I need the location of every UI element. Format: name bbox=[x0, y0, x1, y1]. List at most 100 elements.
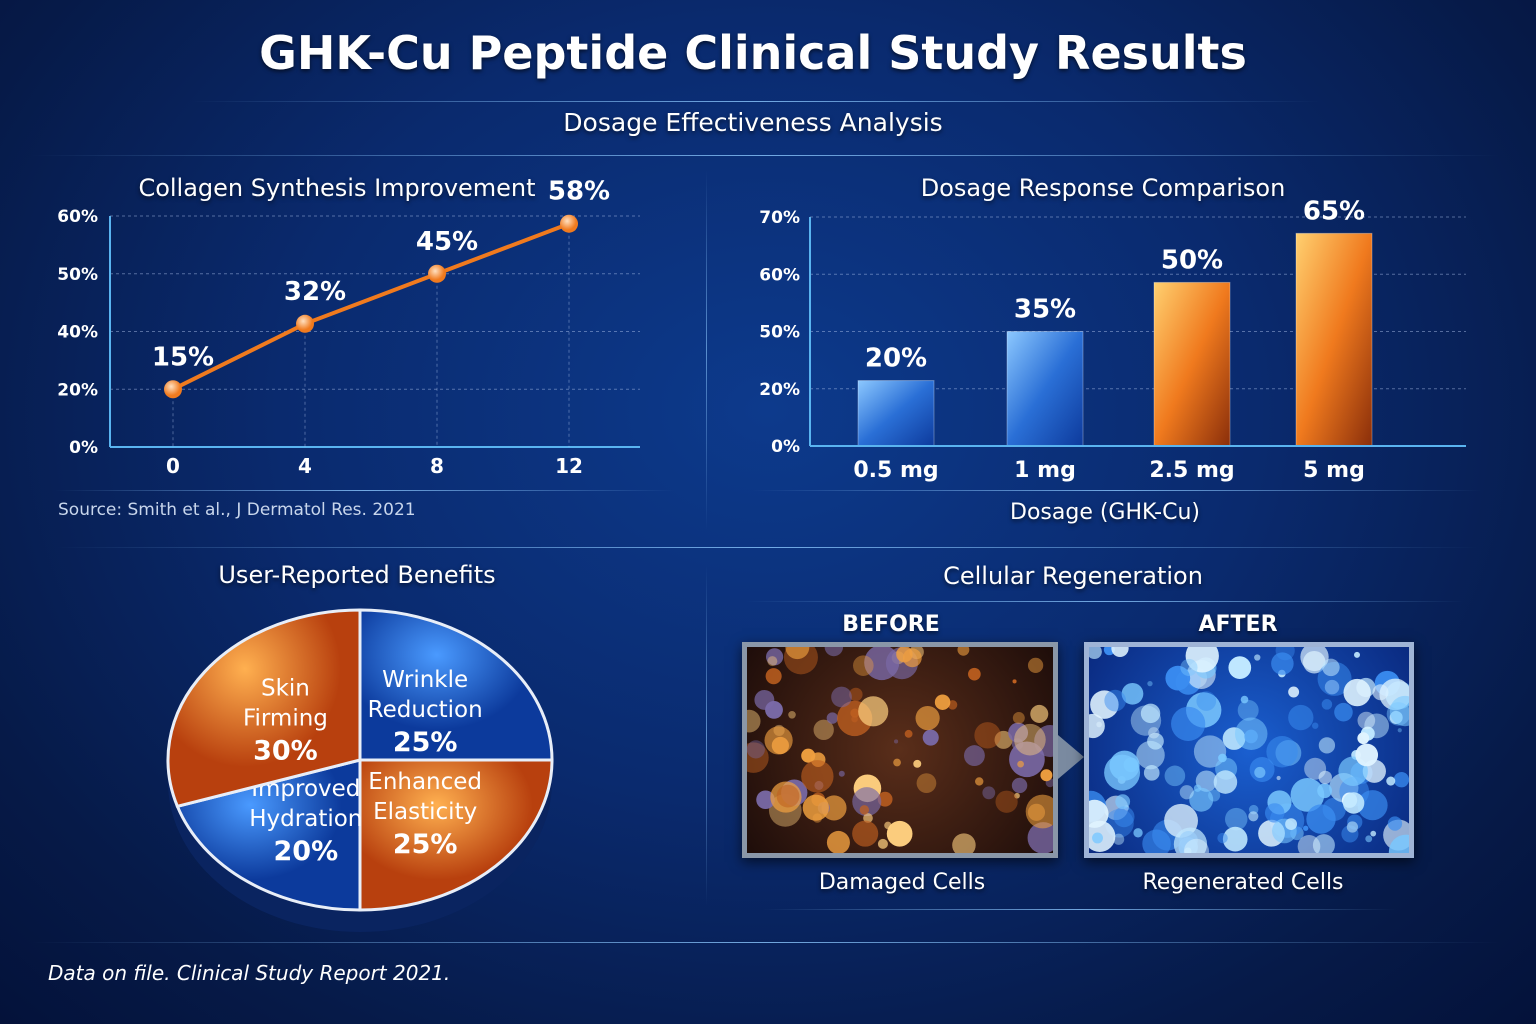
cell bbox=[1012, 711, 1025, 724]
cell bbox=[1303, 825, 1309, 831]
cell bbox=[995, 790, 1018, 813]
cell bbox=[785, 647, 810, 660]
cell bbox=[1290, 778, 1325, 812]
bar bbox=[1153, 281, 1231, 447]
pie-chart-title: User-Reported Benefits bbox=[218, 561, 496, 589]
cell bbox=[767, 656, 778, 667]
line-chart-title: Collagen Synthesis Improvement bbox=[138, 174, 536, 202]
cell bbox=[831, 686, 852, 708]
data-label: 58% bbox=[548, 177, 610, 207]
cell bbox=[1111, 647, 1129, 657]
page-subtitle: Dosage Effectiveness Analysis bbox=[563, 108, 943, 137]
cell bbox=[1354, 651, 1361, 658]
cell bbox=[747, 742, 769, 773]
x-tick-label: 1 mg bbox=[1014, 458, 1076, 483]
pie-chart: Wrinkle Reduction 25% Enhanced Elasticity 25%… bbox=[166, 608, 554, 932]
cell bbox=[802, 794, 829, 821]
cell bbox=[1014, 792, 1020, 799]
y-tick-label: 0% bbox=[771, 437, 800, 457]
bar-chart-xlabel: Dosage (GHK-Cu) bbox=[1010, 500, 1200, 525]
cell bbox=[1386, 776, 1396, 786]
cell bbox=[1183, 838, 1209, 853]
before-cells-image bbox=[742, 642, 1058, 858]
cell bbox=[1180, 658, 1198, 677]
cell bbox=[859, 805, 870, 815]
line-chart: 0% 20% 40% 50% 60% 0 4 8 12 15% 32% 45% 58% bbox=[57, 177, 640, 478]
cell bbox=[877, 838, 888, 849]
slice-label: Elasticity bbox=[373, 799, 477, 825]
cell bbox=[754, 689, 775, 710]
cell bbox=[894, 739, 899, 744]
cell bbox=[1196, 691, 1217, 711]
data-point bbox=[428, 264, 446, 283]
cell bbox=[1357, 732, 1370, 745]
data-label: 32% bbox=[284, 277, 346, 307]
cell bbox=[1104, 754, 1141, 791]
cell bbox=[1254, 766, 1266, 779]
bar bbox=[1006, 331, 1084, 447]
cell bbox=[858, 696, 889, 727]
cell bbox=[864, 647, 900, 681]
cell bbox=[963, 745, 985, 767]
cell bbox=[922, 729, 939, 746]
cell bbox=[1165, 665, 1191, 691]
cell bbox=[765, 668, 782, 685]
cell bbox=[1266, 736, 1298, 768]
cell bbox=[1092, 832, 1103, 844]
cell bbox=[1121, 682, 1144, 705]
cell bbox=[747, 709, 761, 733]
cell bbox=[916, 773, 937, 794]
cell bbox=[813, 719, 834, 740]
cell bbox=[801, 748, 816, 763]
cell bbox=[1148, 727, 1160, 739]
x-tick-label: 5 mg bbox=[1303, 458, 1365, 483]
data-label: 45% bbox=[416, 227, 478, 257]
cell bbox=[766, 648, 784, 666]
bar bbox=[857, 380, 935, 447]
cell bbox=[1397, 728, 1402, 733]
cell bbox=[1133, 828, 1143, 838]
cell bbox=[1195, 770, 1218, 792]
cell bbox=[1237, 699, 1259, 721]
cell bbox=[1388, 834, 1409, 853]
column-divider-top bbox=[706, 170, 707, 530]
cell bbox=[934, 694, 951, 710]
header-divider bbox=[30, 155, 1500, 156]
cell bbox=[1234, 717, 1268, 751]
cell bbox=[913, 759, 922, 768]
data-point bbox=[560, 214, 578, 233]
data-label: 65% bbox=[1303, 196, 1365, 226]
slice-label: Skin bbox=[261, 676, 310, 702]
cell bbox=[1014, 723, 1046, 756]
x-tick-label: 12 bbox=[555, 454, 583, 478]
y-tick-label: 60% bbox=[759, 265, 800, 285]
cell bbox=[1027, 657, 1044, 674]
footer-note: Data on file. Clinical Study Report 2021… bbox=[48, 961, 451, 985]
cell bbox=[1334, 702, 1353, 722]
cell bbox=[1185, 647, 1219, 673]
cell bbox=[1217, 832, 1228, 844]
cellular-title: Cellular Regeneration bbox=[943, 562, 1203, 590]
x-tick-label: 0.5 mg bbox=[853, 458, 938, 483]
cell bbox=[756, 790, 775, 810]
cell bbox=[1346, 821, 1359, 833]
cell bbox=[968, 667, 981, 681]
cell bbox=[1147, 680, 1153, 687]
y-tick-label: 40% bbox=[57, 323, 98, 343]
cell bbox=[994, 730, 1013, 749]
cell bbox=[1297, 835, 1321, 853]
cell bbox=[1288, 704, 1314, 731]
cell bbox=[1271, 652, 1294, 675]
slice-label: Hydration bbox=[249, 806, 362, 832]
cell bbox=[1008, 722, 1029, 743]
cell bbox=[1302, 650, 1326, 674]
after-label: AFTER bbox=[1198, 612, 1278, 637]
bar bbox=[1295, 232, 1373, 447]
cell bbox=[1387, 816, 1403, 831]
slice-value: 25% bbox=[393, 829, 458, 860]
cell bbox=[1224, 807, 1248, 831]
cell bbox=[1312, 834, 1335, 853]
cell bbox=[1306, 804, 1336, 834]
cell bbox=[1173, 827, 1208, 853]
cell bbox=[1355, 743, 1379, 767]
